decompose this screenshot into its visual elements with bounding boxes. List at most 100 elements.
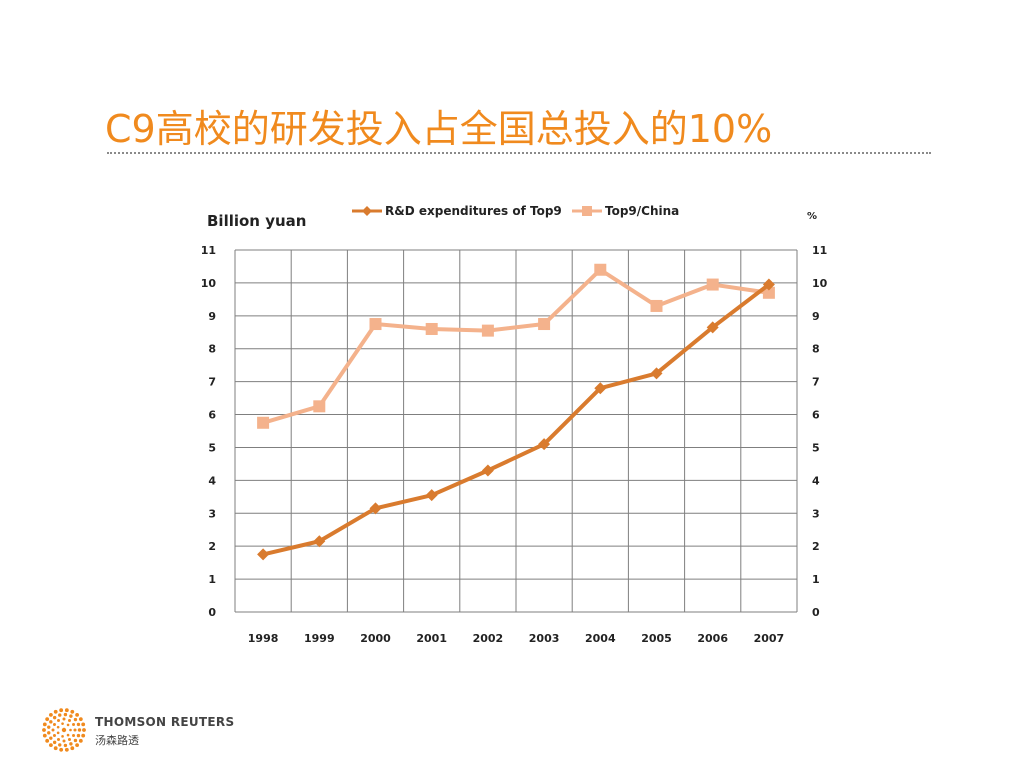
logo-dot	[49, 736, 53, 740]
data-point-diamond	[762, 278, 775, 291]
logo-dot	[52, 715, 57, 720]
logo-dot	[73, 728, 77, 732]
logo-dot	[45, 738, 50, 743]
logo-dot	[77, 728, 82, 732]
x-tick-label: 2007	[754, 632, 785, 645]
logo-dot	[63, 712, 68, 717]
y-tick-right-label: 1	[812, 573, 820, 586]
logo-dot	[57, 738, 60, 742]
logo-dot	[52, 740, 57, 745]
logo-dot	[64, 708, 69, 713]
logo-dot	[49, 720, 53, 724]
y-tick-right-label: 5	[812, 441, 820, 454]
logo-dot	[47, 725, 51, 729]
data-point-diamond	[594, 382, 607, 395]
logo-dot	[42, 728, 46, 732]
logo-dot	[78, 738, 83, 743]
logo-dot	[75, 743, 79, 748]
logo-dot	[45, 717, 50, 722]
y-tick-left-label: 2	[208, 540, 216, 553]
x-tick-label: 2005	[641, 632, 672, 645]
data-point-square	[650, 299, 663, 312]
brand-name: THOMSON REUTERS	[95, 715, 235, 729]
legend-marker-diamond	[362, 206, 372, 216]
y-axis-right-label: %	[807, 211, 817, 222]
y-tick-left-label: 10	[201, 277, 217, 290]
data-point-diamond	[538, 438, 551, 451]
chart-grid	[234, 249, 798, 613]
data-point-square	[257, 416, 270, 429]
data-point-square	[538, 318, 551, 331]
y-tick-right-label: 7	[812, 376, 820, 389]
x-tick-label: 2001	[416, 632, 447, 645]
logo-dot	[78, 717, 83, 722]
logo-dot	[73, 717, 78, 722]
logo-dot	[69, 714, 73, 718]
logo-dot	[62, 739, 66, 743]
data-point-square	[425, 322, 438, 335]
x-tick-label: 2002	[473, 632, 504, 645]
logo-dot	[72, 734, 76, 737]
logo-dot	[49, 712, 53, 717]
y-tick-right-label: 0	[812, 606, 820, 619]
logo-dot	[49, 743, 53, 748]
data-point-diamond	[650, 367, 663, 380]
logo-dot	[69, 728, 72, 732]
logo-dot	[66, 733, 70, 737]
y-tick-left-label: 3	[208, 507, 216, 520]
y-tick-right-label: 10	[812, 277, 828, 290]
logo-dot	[81, 722, 86, 727]
logo-dot	[66, 723, 70, 727]
x-tick-label: 1999	[304, 632, 335, 645]
x-tick-label: 2003	[529, 632, 560, 645]
logo-dot	[69, 742, 73, 746]
logo-dot	[63, 743, 68, 748]
y-tick-left-label: 8	[208, 343, 216, 356]
logo-dot	[64, 747, 69, 752]
y-axis-left-label: Billion yuan	[207, 212, 306, 230]
logo-dot	[61, 722, 64, 725]
x-tick-label: 2004	[585, 632, 616, 645]
chart-legend: R&D expenditures of Top9 Top9/China	[352, 204, 679, 218]
logo-dot	[70, 746, 75, 751]
logo-dot	[68, 738, 71, 742]
logo-dot	[52, 723, 56, 726]
logo-dot	[76, 722, 81, 727]
data-point-diamond	[706, 321, 719, 334]
y-tick-right-label: 9	[812, 310, 820, 323]
data-point-diamond	[313, 535, 326, 548]
logo-dot	[58, 743, 62, 747]
logo-dot	[57, 718, 60, 722]
logo-dot	[82, 728, 86, 732]
y-tick-right-label: 11	[812, 244, 827, 257]
data-point-square	[762, 286, 775, 299]
data-point-diamond	[369, 502, 382, 515]
legend-label: Top9/China	[605, 204, 679, 218]
y-tick-right-label: 6	[812, 409, 820, 422]
brand-name-cn: 汤森路透	[95, 734, 139, 747]
logo-dot	[59, 747, 64, 752]
y-tick-right-label: 8	[812, 343, 820, 356]
data-point-diamond	[425, 489, 438, 502]
logo-dot	[56, 725, 60, 729]
logo-dot	[73, 738, 78, 743]
title-divider	[107, 152, 931, 154]
logo-dot	[72, 723, 76, 726]
logo-dot	[75, 712, 79, 717]
series-line	[262, 282, 771, 557]
data-point-square	[706, 278, 719, 291]
logo-dot	[76, 733, 81, 738]
logo-dot	[62, 717, 66, 721]
y-tick-left-label: 1	[208, 573, 216, 586]
x-tick-label: 1998	[248, 632, 279, 645]
logo-dot	[47, 731, 51, 735]
logo-dot	[58, 713, 62, 717]
y-tick-left-label: 4	[208, 474, 216, 487]
y-tick-right-label: 4	[812, 474, 820, 487]
legend-label: R&D expenditures of Top9	[385, 204, 562, 218]
logo-dot	[81, 733, 86, 738]
slide-title: C9高校的研发投入占全国总投入的10%	[105, 107, 773, 151]
x-tick-label: 2000	[360, 632, 391, 645]
thomson-reuters-logo-icon	[42, 708, 86, 752]
y-tick-right-label: 3	[812, 507, 820, 520]
